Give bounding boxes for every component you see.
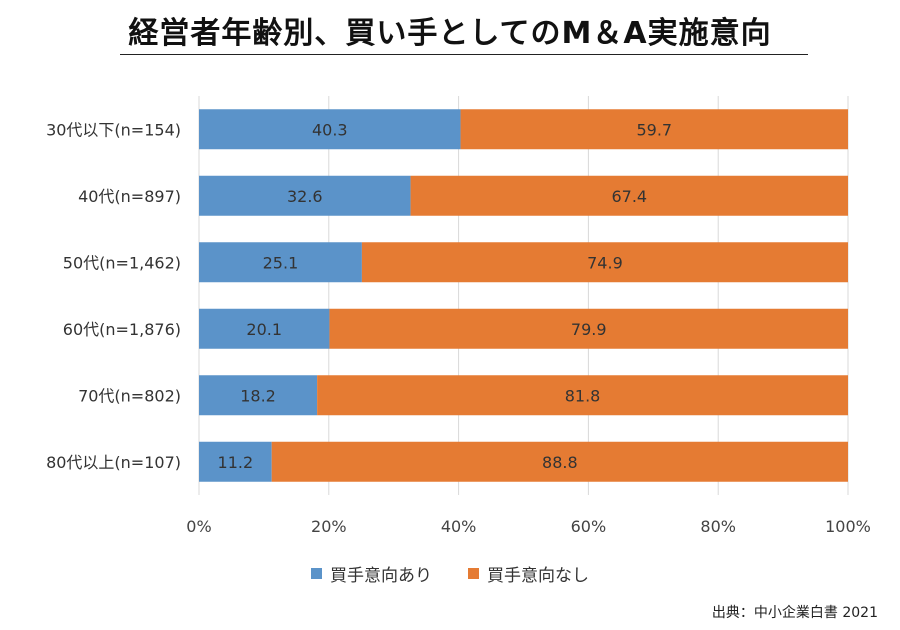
data-label: 81.8 [565, 386, 601, 405]
data-label: 11.2 [218, 453, 254, 472]
x-tick-label: 100% [825, 517, 871, 536]
data-label: 18.2 [240, 386, 276, 405]
bar-segment [410, 175, 848, 216]
legend-swatch [311, 568, 322, 579]
bar-segment [361, 242, 848, 283]
bar-segment [199, 175, 411, 216]
legend-item: 買手意向なし [468, 561, 589, 586]
legend-label: 買手意向なし [487, 566, 589, 586]
bar-segment [271, 441, 848, 482]
x-tick-label: 20% [311, 517, 347, 536]
x-tick-label: 40% [441, 517, 477, 536]
data-label: 88.8 [542, 453, 578, 472]
data-label: 67.4 [611, 187, 647, 206]
data-label: 74.9 [587, 253, 623, 272]
category-label: 40代(n=897) [78, 187, 181, 206]
data-label: 25.1 [263, 253, 299, 272]
category-label: 30代以下(n=154) [46, 120, 181, 139]
bar-segment [317, 375, 848, 416]
category-label: 80代以上(n=107) [46, 453, 181, 472]
data-label: 79.9 [571, 320, 607, 339]
category-label: 60代(n=1,876) [63, 320, 181, 339]
bar-segment [199, 375, 318, 416]
bar-segment [199, 242, 362, 283]
data-label: 20.1 [246, 320, 282, 339]
source-note: 出典：中小企業白書 2021 [711, 605, 878, 621]
x-tick-label: 60% [571, 517, 607, 536]
bar-segment [199, 308, 330, 349]
bar-segment [460, 109, 848, 150]
bar-segment [199, 109, 461, 150]
data-label: 59.7 [636, 120, 672, 139]
x-tick-label: 0% [186, 517, 211, 536]
bar-segment [199, 441, 272, 482]
x-tick-label: 80% [700, 517, 736, 536]
category-label: 70代(n=802) [78, 386, 181, 405]
category-label: 50代(n=1,462) [63, 253, 181, 272]
data-label: 32.6 [287, 187, 323, 206]
data-label: 40.3 [312, 120, 348, 139]
bar-segment [329, 308, 849, 349]
chart-title: 経営者年齢別、買い手としてのM＆A実施意向 [128, 16, 772, 51]
legend-item: 買手意向あり [311, 561, 432, 586]
legend-label: 買手意向あり [330, 566, 432, 586]
title-underline [120, 54, 808, 55]
legend-swatch [468, 568, 479, 579]
legend: 買手意向あり 買手意向なし [0, 561, 900, 586]
